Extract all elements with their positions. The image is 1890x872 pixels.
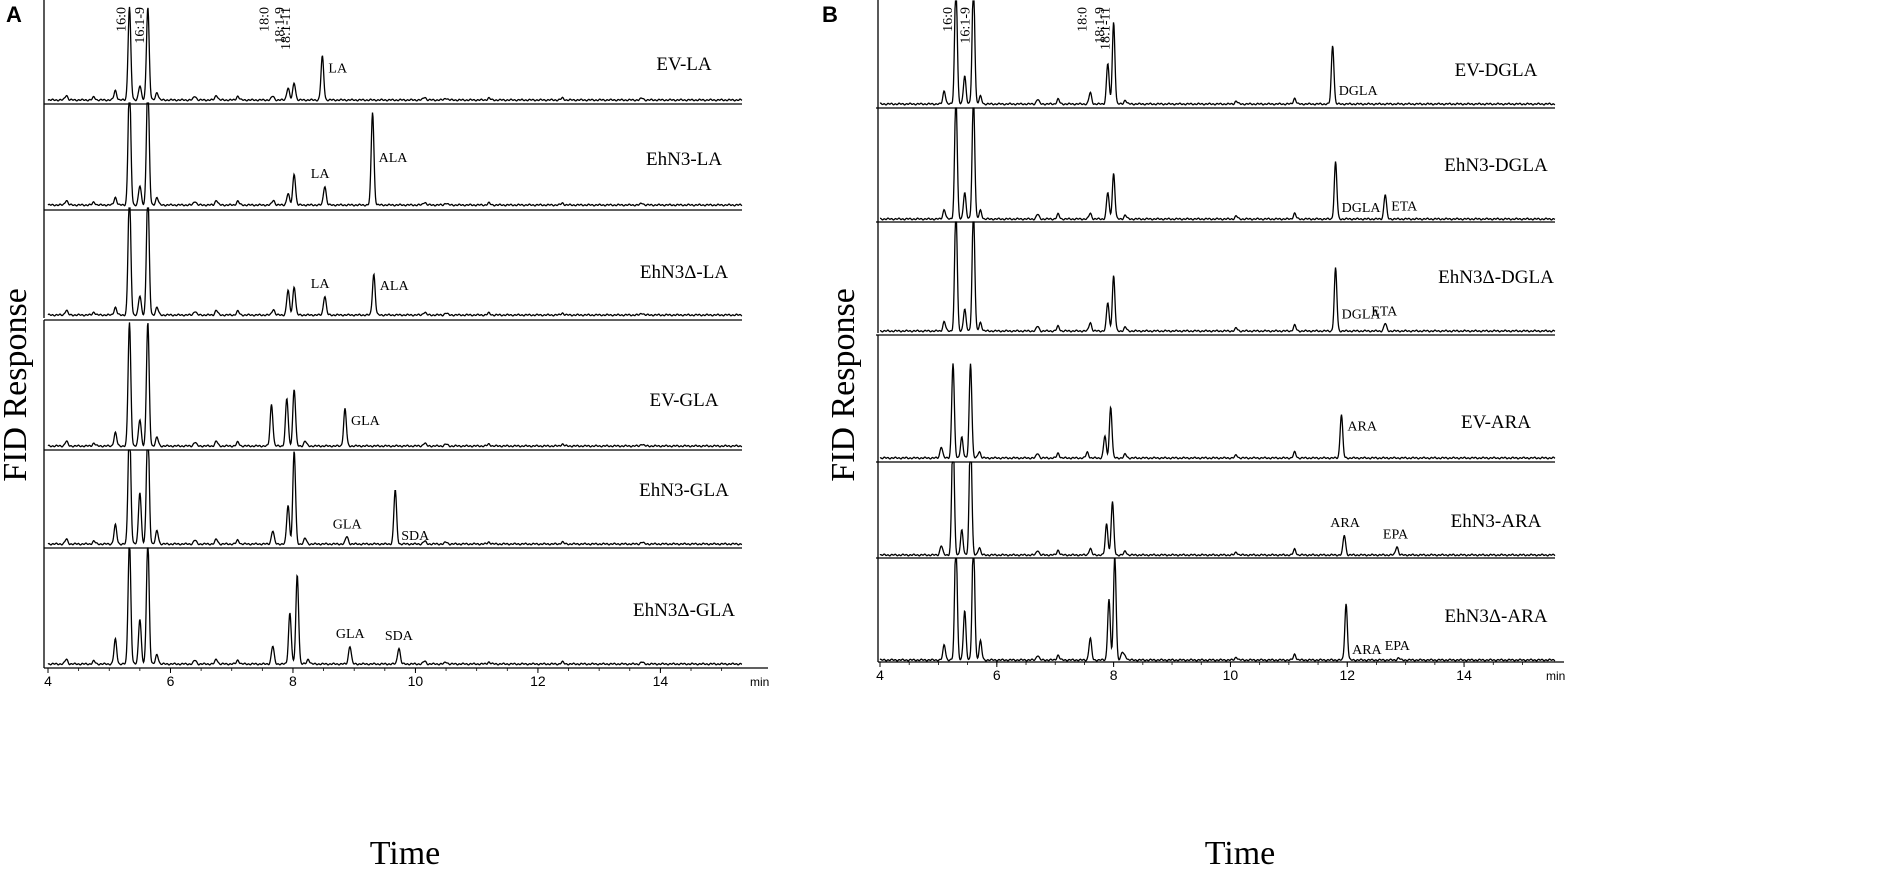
x-tick-label: 12 — [530, 673, 546, 689]
peak-label: 16:0 — [114, 7, 129, 32]
trace-line — [879, 107, 1556, 221]
peak-label: EPA — [1383, 528, 1409, 543]
x-tick-label: 6 — [993, 667, 1001, 683]
panel-a-chromatograms: EV-LA 16:0 16:1-9 18:0 18:1-918:1-11 LA EhN3-L… — [43, 0, 768, 689]
trace-name-label: EhN3-ARA — [1451, 511, 1542, 532]
trace-name-label: EV-GLA — [650, 390, 719, 411]
y-axis-title-a: FID Response — [0, 288, 34, 482]
trace-name-label: EhN3-GLA — [639, 480, 729, 501]
trace-name-label: EhN3-DGLA — [1444, 155, 1548, 176]
x-tick-label: 10 — [408, 673, 424, 689]
peak-label: 18:0 — [258, 7, 273, 32]
peak-label: ETA — [1391, 199, 1418, 214]
x-unit-label-a: min — [750, 675, 769, 689]
peak-label: 18:1-11 — [279, 7, 294, 50]
panel-b-chromatograms: EV-DGLA 16:0 16:1-9 18:0 18:1-918:1-11 DGLA Eh… — [876, 0, 1564, 683]
trace-line — [47, 6, 743, 102]
peak-label: 18:1-11 — [1099, 7, 1114, 50]
x-tick-label: 4 — [44, 673, 52, 689]
trace-line — [47, 322, 743, 448]
x-tick-label: 14 — [1456, 667, 1472, 683]
y-axis-title-b: FID Response — [825, 288, 862, 482]
peak-label: DGLA — [1339, 84, 1379, 99]
trace-line — [879, 221, 1556, 333]
peak-label: ALA — [379, 151, 409, 166]
x-tick-label: 6 — [167, 673, 175, 689]
peak-label: GLA — [351, 414, 381, 429]
trace-name-label: EhN3-LA — [646, 149, 722, 170]
trace-line — [47, 207, 743, 317]
peak-label: LA — [311, 277, 331, 292]
trace-line — [47, 547, 743, 666]
trace-line — [879, 0, 1556, 106]
peak-label: 18:0 — [1075, 7, 1090, 32]
panel-letter-a: A — [6, 2, 22, 27]
trace-name-label: EhN3Δ-DGLA — [1438, 267, 1554, 288]
trace-line — [47, 102, 743, 207]
peak-label: ETA — [1371, 304, 1398, 319]
peak-label: LA — [328, 61, 348, 76]
trace-name-label: EhN3Δ-LA — [640, 262, 728, 283]
trace-name-label: EV-DGLA — [1455, 60, 1538, 81]
peak-label: ARA — [1347, 419, 1377, 434]
trace-name-label: EhN3Δ-ARA — [1445, 606, 1548, 627]
x-unit-label-b: min — [1546, 669, 1565, 683]
x-tick-label: 8 — [289, 673, 297, 689]
peak-label: DGLA — [1342, 307, 1382, 322]
trace-line — [47, 449, 743, 546]
trace-name-label: EV-ARA — [1461, 412, 1531, 433]
x-tick-label: 14 — [653, 673, 669, 689]
peak-label: LA — [311, 167, 331, 182]
peak-label: ALA — [380, 279, 410, 294]
peak-label: 16:1-9 — [959, 7, 974, 44]
trace-name-label: EhN3Δ-GLA — [633, 600, 735, 621]
peak-label: SDA — [401, 529, 430, 544]
peak-label: 18:1-9 — [1093, 7, 1108, 44]
peak-label: GLA — [333, 517, 363, 532]
x-tick-label: 8 — [1110, 667, 1118, 683]
peak-label: 18:1-9 — [273, 7, 288, 44]
peak-label: DGLA — [1342, 201, 1382, 216]
peak-label: GLA — [336, 627, 366, 642]
panel-letter-b: B — [822, 2, 838, 27]
peak-label: 16:1-9 — [133, 7, 148, 44]
trace-name-label: EV-LA — [656, 54, 712, 75]
x-axis-title-a: Time — [370, 835, 441, 872]
trace-line — [879, 461, 1556, 557]
peak-label: EPA — [1385, 639, 1411, 654]
peak-label: ARA — [1352, 643, 1382, 658]
x-axis-title-b: Time — [1205, 835, 1276, 872]
peak-label: ARA — [1330, 516, 1360, 531]
x-tick-label: 12 — [1339, 667, 1355, 683]
peak-label: 16:0 — [941, 7, 956, 32]
x-tick-label: 4 — [876, 667, 884, 683]
x-tick-label: 10 — [1223, 667, 1239, 683]
peak-label: SDA — [385, 629, 414, 644]
trace-line — [879, 558, 1556, 662]
trace-line — [879, 363, 1556, 460]
